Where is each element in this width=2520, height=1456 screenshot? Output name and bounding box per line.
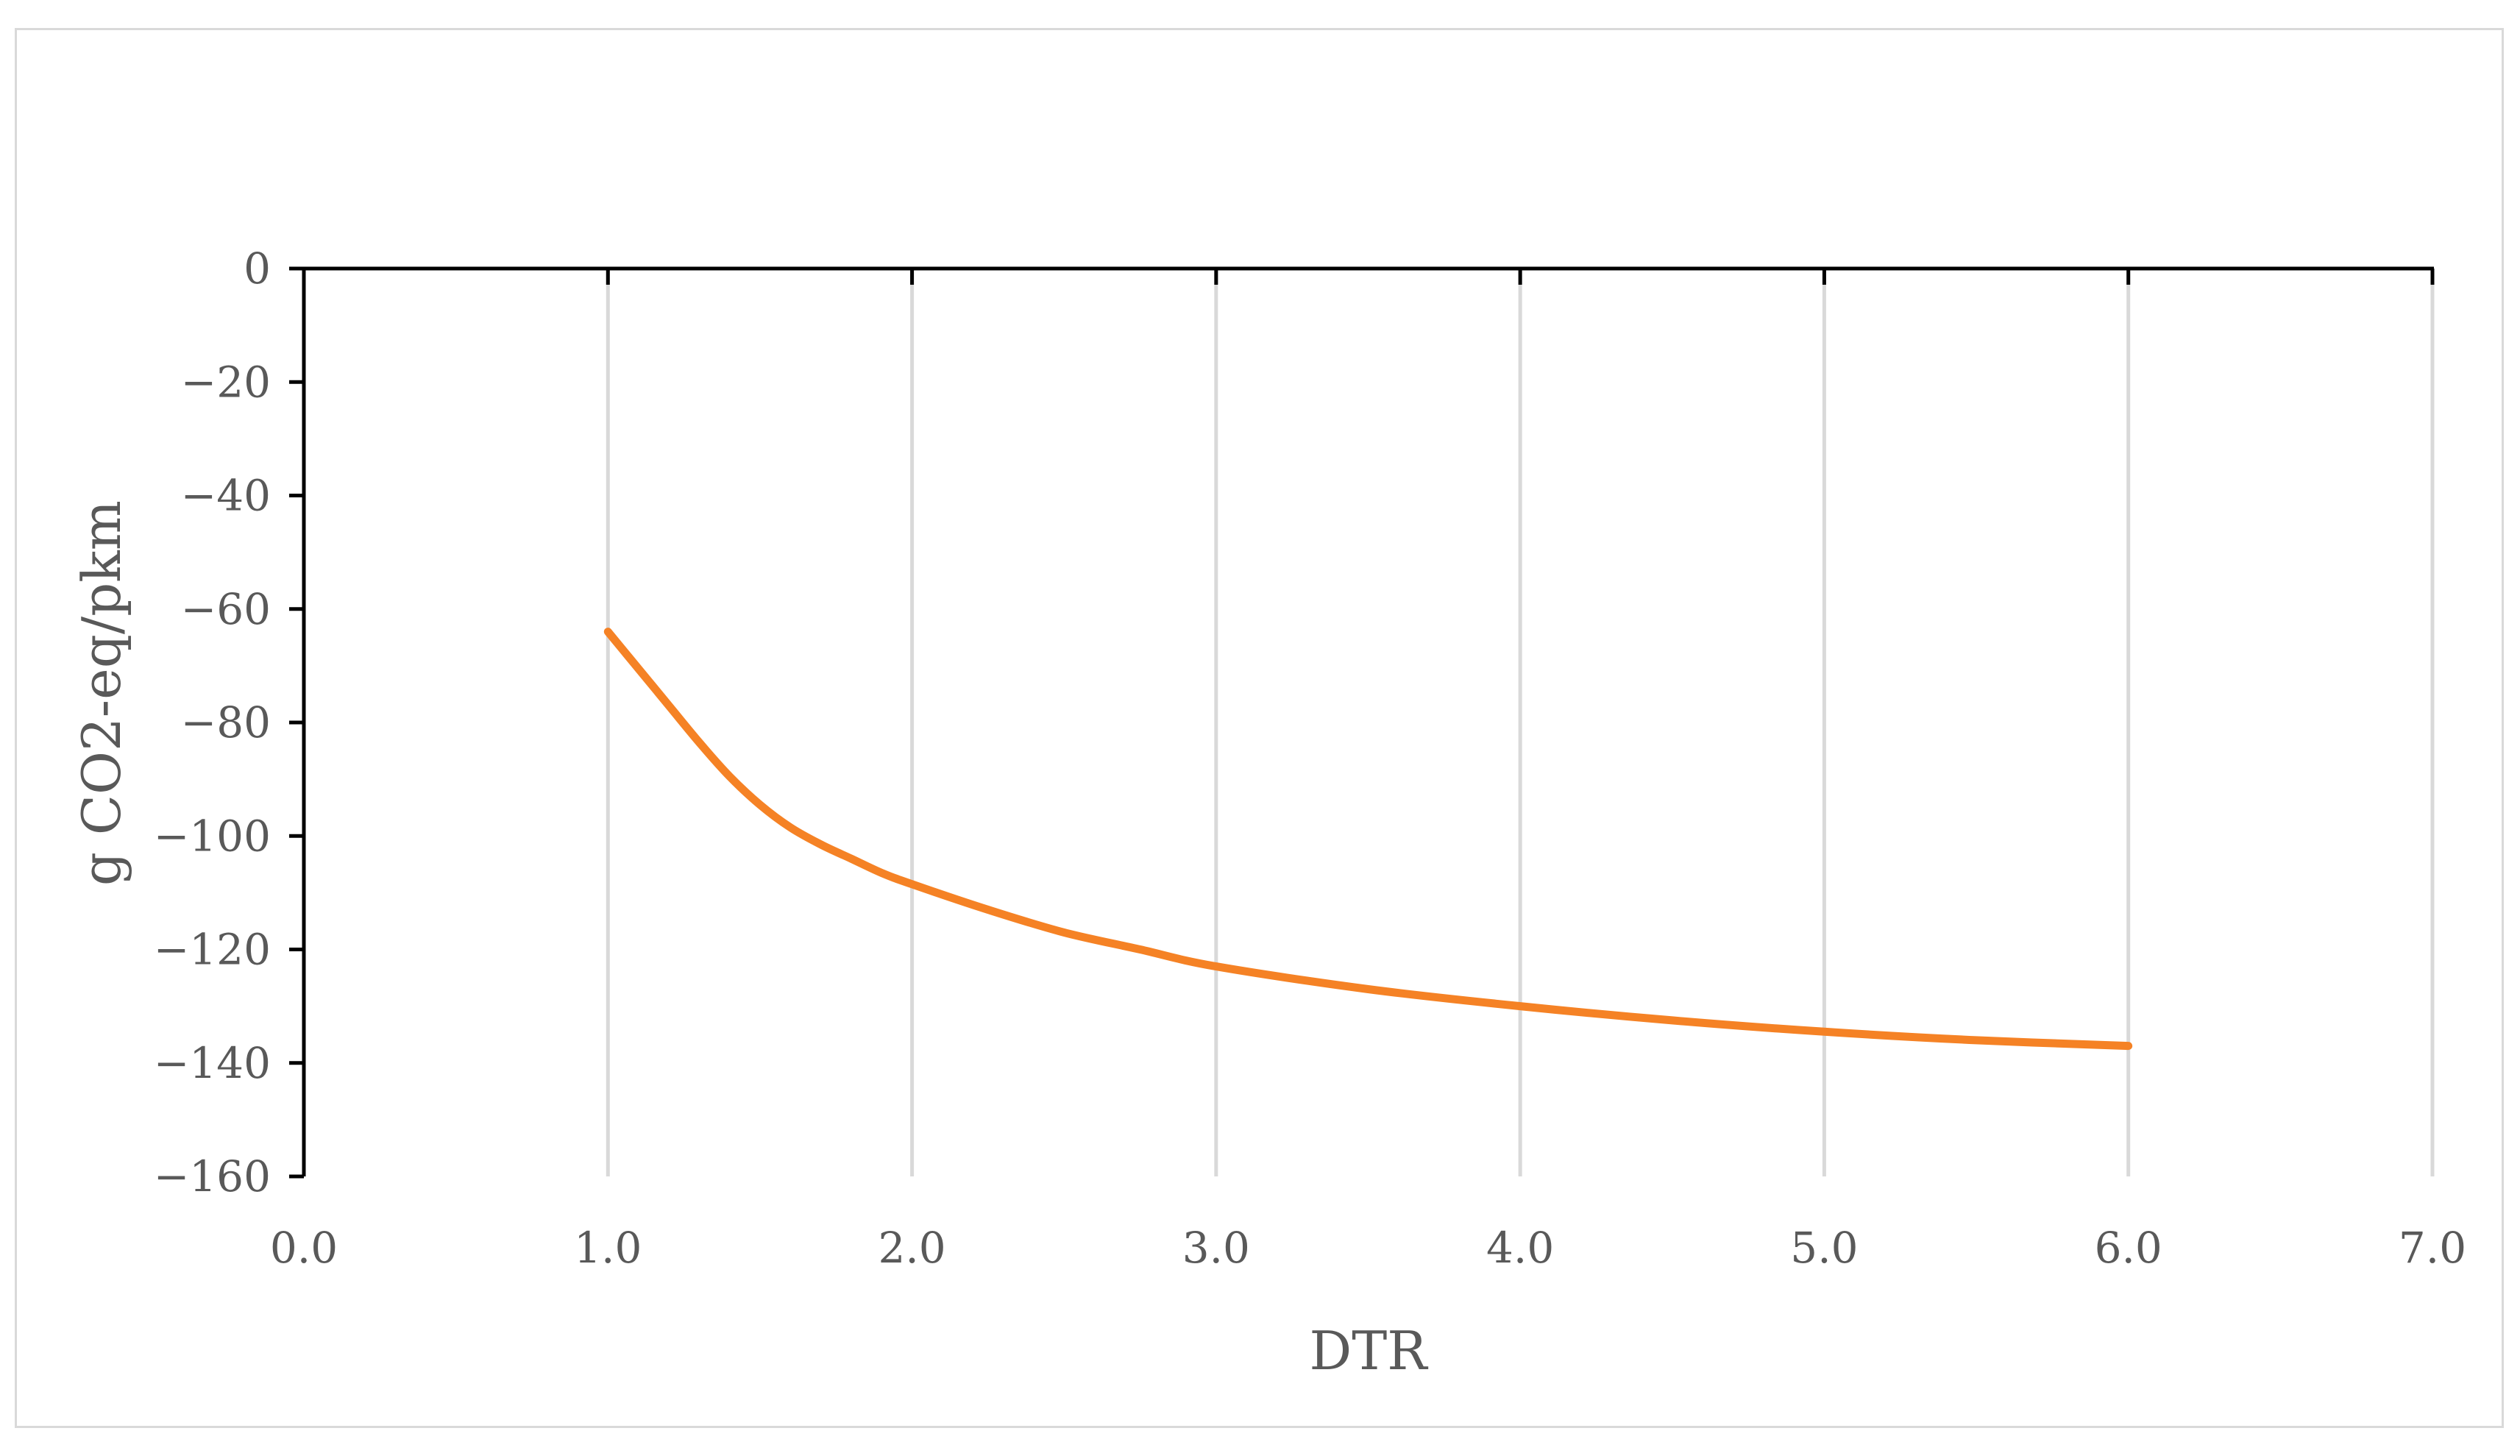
x-tick-label: 4.0 xyxy=(1486,1223,1554,1273)
chart-frame: 0.0 1.0 2.0 3.0 4.0 5.0 6.0 7.0 0 −20 −40 −60 −80 −10… xyxy=(15,28,2504,1428)
y-tick-label: 0 xyxy=(244,244,271,294)
x-tick-label: 1.0 xyxy=(574,1223,642,1273)
y-tick-label: −140 xyxy=(154,1038,271,1088)
y-tick-label: −20 xyxy=(181,357,271,407)
y-tick-label: −40 xyxy=(181,471,271,521)
axes xyxy=(289,266,2435,1179)
y-tick-label: −160 xyxy=(154,1151,271,1201)
x-tick-label: 5.0 xyxy=(1790,1223,1858,1273)
chart-svg: 0.0 1.0 2.0 3.0 4.0 5.0 6.0 7.0 0 −20 −40 −60 −80 −10… xyxy=(71,244,2466,1382)
x-tick-label: 0.0 xyxy=(270,1223,338,1273)
tick-labels: 0.0 1.0 2.0 3.0 4.0 5.0 6.0 7.0 0 −20 −40 −60 −80 −10… xyxy=(154,244,2466,1273)
x-axis-title: DTR xyxy=(1310,1320,1429,1382)
y-tick-label: −120 xyxy=(154,925,271,975)
y-tick-label: −80 xyxy=(181,697,271,747)
x-tick-label: 2.0 xyxy=(878,1223,945,1273)
series-line xyxy=(603,628,2133,1051)
y-axis-title: g CO2-eq/pkm xyxy=(71,500,132,886)
gridlines xyxy=(606,269,2435,1176)
x-tick-label: 6.0 xyxy=(2095,1223,2162,1273)
y-tick-label: −100 xyxy=(154,811,271,861)
x-tick-label: 3.0 xyxy=(1182,1223,1250,1273)
x-tick-label: 7.0 xyxy=(2399,1223,2466,1273)
series-layer xyxy=(603,628,2133,1051)
y-tick-label: −60 xyxy=(181,584,271,634)
